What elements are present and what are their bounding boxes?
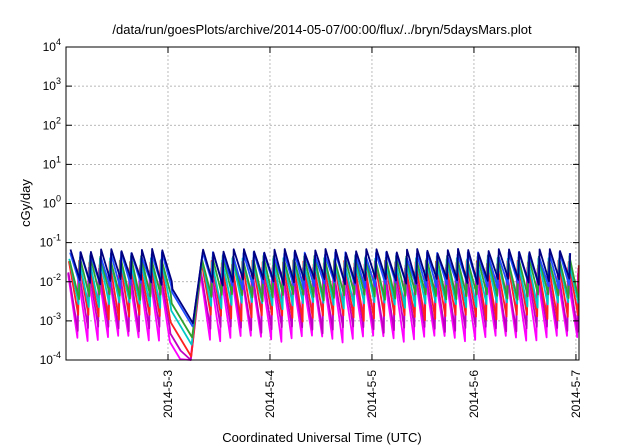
y-tick-label: 10-1 xyxy=(40,233,61,250)
chart-title: /data/run/goesPlots/archive/2014-05-07/0… xyxy=(112,22,532,37)
y-tick-label: 103 xyxy=(43,76,61,93)
x-axis-label: Coordinated Universal Time (UTC) xyxy=(222,430,421,445)
x-tick-label: 2014-5-7 xyxy=(569,370,583,418)
ticks: 10-4 10-3 10-2 10-1 100 101 102 103 104 2014-5-3 2… xyxy=(40,37,583,418)
y-tick-label: 10-4 xyxy=(40,350,61,367)
y-tick-label: 10-2 xyxy=(40,272,61,289)
y-tick-label: 10-3 xyxy=(40,311,61,328)
series-line xyxy=(69,248,572,325)
x-tick-label: 2014-5-5 xyxy=(365,370,379,418)
y-tick-label: 104 xyxy=(43,37,61,54)
x-tick-label: 2014-5-3 xyxy=(161,370,175,418)
series-group xyxy=(67,248,580,361)
y-tick-label: 101 xyxy=(43,154,61,171)
x-tick-label: 2014-5-4 xyxy=(263,370,277,418)
y-tick-label: 102 xyxy=(43,115,61,132)
y-axis-label: cGy/day xyxy=(18,179,33,227)
x-tick-label: 2014-5-6 xyxy=(467,370,481,418)
y-tick-label: 100 xyxy=(43,194,61,211)
